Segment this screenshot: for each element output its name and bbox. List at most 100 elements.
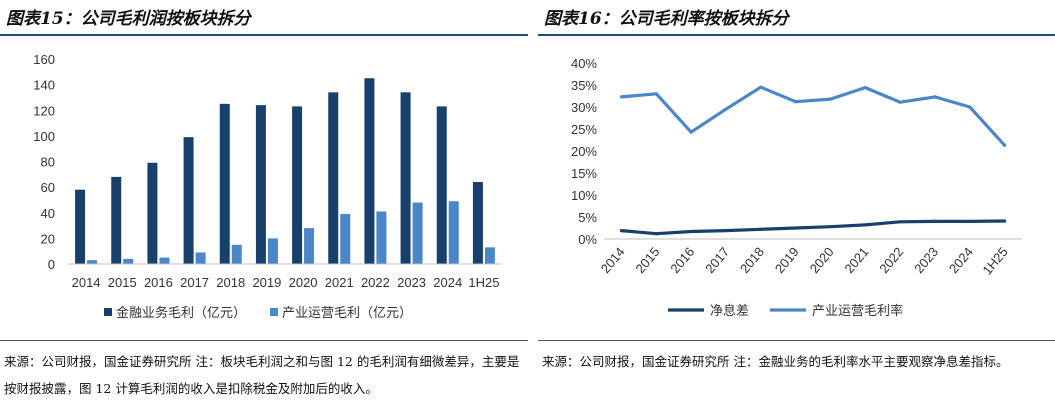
point-net-interest-margin [793, 226, 798, 230]
y-tick-label: 15% [571, 166, 597, 181]
point-net-interest-margin [898, 220, 902, 224]
right-source-note: 来源：公司财报，国金证券研究所 注：金融业务的毛利率水平主要观察净息差指标。 [542, 354, 1009, 369]
legend-swatch-finance [104, 308, 112, 316]
y-tick-label: 40% [571, 56, 597, 71]
left-footnote-rule [0, 340, 528, 341]
y-tick-label: 35% [571, 78, 597, 93]
point-industry-gross-margin [828, 97, 833, 101]
x-tick-label: 2019 [252, 275, 281, 290]
x-tick-label: 2015 [632, 244, 662, 276]
y-tick-label: 20% [571, 144, 597, 159]
x-tick-label: 2024 [946, 244, 976, 276]
point-industry-gross-margin [898, 100, 902, 104]
x-tick-label: 2017 [702, 244, 732, 276]
x-tick-label: 2015 [108, 275, 137, 290]
x-tick-label: 2018 [737, 244, 767, 276]
point-net-interest-margin [968, 219, 972, 223]
bar-finance-profit [111, 176, 122, 264]
y-tick-label: 0 [48, 257, 55, 272]
x-tick-label: 2023 [397, 275, 426, 290]
legend-label-finance: 金融业务毛利（亿元） [116, 305, 246, 320]
point-industry-gross-margin [968, 105, 972, 109]
bar-industry-profit [87, 260, 98, 264]
right-figure-panel: 图表16：公司毛利率按板块拆分 0% 5% 10% 15% 20% 25% 30% 35% 40… [538, 0, 1055, 411]
left-figure-title: 图表15：公司毛利润按板块拆分 [6, 9, 251, 29]
bar-finance-profit [75, 189, 86, 264]
bar-industry-profit [231, 244, 242, 264]
right-footnote-rule [538, 340, 1055, 341]
bar-finance-profit [292, 106, 303, 264]
point-industry-gross-margin [933, 95, 937, 99]
y-tick-label: 80 [41, 155, 55, 170]
line-industry-gross-margin [621, 85, 1006, 147]
point-net-interest-margin [863, 223, 867, 227]
point-net-interest-margin [654, 232, 658, 236]
legend-label-net-interest-margin: 净息差 [710, 303, 749, 318]
bar-industry-profit [448, 201, 459, 264]
x-tick-label: 2020 [289, 275, 318, 290]
point-industry-gross-margin [793, 100, 798, 104]
bar-industry-profit [195, 252, 206, 264]
left-title-rule [0, 34, 528, 36]
left-source-note: 来源：公司财报，国金证券研究所 注：板块毛利润之和与图 12 的毛利润有细微差异… [4, 354, 520, 396]
point-industry-gross-margin [619, 95, 624, 99]
point-net-interest-margin [828, 225, 833, 229]
left-figure-panel: 图表15：公司毛利润按板块拆分 0 20 40 60 80 100 120 140 160 201… [0, 9, 528, 396]
bar-industry-profit [484, 247, 495, 264]
point-net-interest-margin [689, 229, 693, 234]
y-tick-label: 5% [578, 210, 597, 225]
x-tick-label: 2020 [807, 244, 837, 276]
point-industry-gross-margin [759, 85, 763, 89]
line-net-interest-margin [621, 219, 1005, 236]
bar-finance-profit [364, 78, 375, 264]
bar-industry-profit [267, 238, 278, 264]
y-tick-label: 60 [41, 180, 55, 195]
legend-label-industry-gross-margin: 产业运营毛利率 [812, 303, 903, 318]
x-tick-label: 2017 [180, 275, 209, 290]
bar-finance-profit [328, 92, 339, 264]
y-tick-label: 25% [571, 122, 597, 137]
legend-label-industry: 产业运营毛利（亿元） [282, 305, 412, 320]
x-tick-label: 2021 [325, 275, 354, 290]
bar-industry-profit [304, 228, 315, 264]
left-bar-chart: 0 20 40 60 80 100 120 140 160 2014 2015 2016 2017 201… [33, 52, 502, 320]
y-tick-label: 160 [33, 52, 55, 67]
x-tick-label: 1H25 [468, 275, 499, 290]
bar-industry-profit [340, 214, 351, 264]
point-net-interest-margin [933, 219, 937, 223]
point-industry-gross-margin [654, 92, 658, 96]
x-tick-label: 2021 [841, 244, 871, 276]
point-net-interest-margin [759, 227, 763, 231]
point-net-interest-margin [724, 229, 728, 233]
point-industry-gross-margin [689, 130, 693, 134]
y-tick-label: 10% [571, 188, 597, 203]
y-tick-label: 100 [33, 129, 55, 144]
x-tick-label: 2023 [911, 244, 941, 276]
bar-industry-profit [159, 257, 170, 264]
bar-finance-profit [183, 137, 194, 264]
x-tick-label: 2019 [772, 244, 802, 276]
point-net-interest-margin [619, 229, 624, 233]
bar-industry-profit [123, 258, 134, 264]
bar-finance-profit [400, 92, 411, 264]
x-tick-label: 2022 [361, 275, 390, 290]
x-tick-label: 2022 [876, 244, 906, 276]
x-tick-label: 2024 [433, 275, 462, 290]
point-net-interest-margin [1002, 219, 1007, 223]
y-tick-label: 30% [571, 100, 597, 115]
right-title-rule [538, 34, 1055, 36]
bar-finance-profit [472, 182, 483, 264]
y-tick-label: 20 [41, 231, 55, 246]
x-tick-label: 2014 [72, 275, 101, 290]
right-line-chart: 0%5%10%15%20%25%30%35%40%2014 2015 2016 201… [571, 56, 1022, 318]
bar-industry-profit [412, 202, 423, 264]
x-tick-label: 2018 [216, 275, 245, 290]
x-tick-label: 2016 [667, 244, 697, 276]
point-industry-gross-margin [724, 107, 728, 111]
bar-finance-profit [255, 105, 266, 264]
right-figure-title: 图表16：公司毛利率按板块拆分 [544, 9, 789, 29]
bar-finance-profit [436, 106, 447, 264]
y-tick-label: 140 [33, 78, 55, 93]
legend-swatch-industry [270, 308, 278, 316]
x-tick-label: 1H25 [979, 244, 1010, 277]
